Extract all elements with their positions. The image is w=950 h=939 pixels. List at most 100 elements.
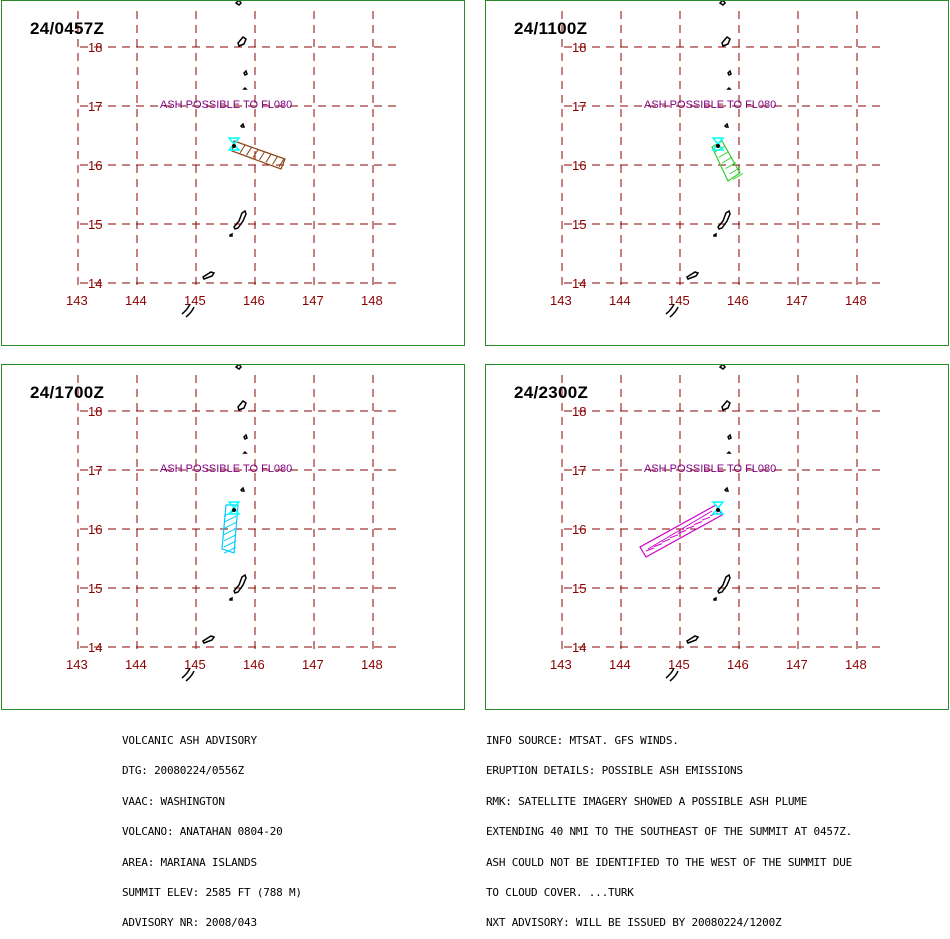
island-outline <box>717 209 731 230</box>
lat-label: 15 <box>88 581 102 596</box>
island-outline <box>202 271 216 280</box>
plume-hatch <box>677 529 687 534</box>
ash-possible-label: ASH POSSIBLE TO FL080 <box>160 463 292 475</box>
island-outline <box>727 69 732 77</box>
volcano-marker <box>227 501 241 515</box>
lon-label: 147 <box>786 657 808 672</box>
lon-labels: 143 144 145 146 147 148 <box>66 293 383 308</box>
volcano-island <box>232 508 236 512</box>
plume-hatch <box>223 540 237 548</box>
island-outline <box>718 365 726 370</box>
island-outline <box>181 303 195 318</box>
volcano-marker <box>711 501 725 515</box>
lon-label: 146 <box>727 293 749 308</box>
lon-label: 143 <box>66 293 88 308</box>
plume-hatch <box>246 147 252 156</box>
lat-label: 17 <box>88 463 102 478</box>
lon-label: 148 <box>845 293 867 308</box>
plume-hatch <box>685 525 695 530</box>
map-panel-2300z: 18 17 16 15 14 143 144 145 146 147 148 ASH POSSIBLE… <box>485 364 949 710</box>
island-outline <box>239 486 246 492</box>
advisory-line: RMK: SATELLITE IMAGERY SHOWED A POSSIBLE… <box>486 794 808 808</box>
advisory-right: INFO SOURCE: MTSAT. GFS WINDS. ERUPTION … <box>486 716 852 939</box>
plume-hatch <box>645 547 655 552</box>
island-outline <box>713 596 717 601</box>
island-outline <box>239 122 246 128</box>
advisory-line: INFO SOURCE: MTSAT. GFS WINDS. <box>486 734 679 747</box>
plume-hatch <box>223 515 237 523</box>
plume-hatch <box>252 149 259 158</box>
plume-hatch <box>725 162 737 169</box>
plume-hatch <box>223 528 237 536</box>
advisory-line: VAAC: WASHINGTON <box>122 794 225 808</box>
panel-time: 24/1100Z <box>514 19 588 38</box>
advisory-line: ERUPTION DETAILS: POSSIBLE ASH EMISSIONS <box>486 764 743 778</box>
map-panel-0457z: 18 17 16 15 14 143 144 145 146 147 148 ASH POSSIBLE… <box>1 0 465 346</box>
ash-possible-label: ASH POSSIBLE TO FL080 <box>644 463 776 475</box>
island-outline <box>242 450 248 454</box>
lon-label: 145 <box>184 293 206 308</box>
lat-labels: 18 17 16 15 14 <box>88 404 102 655</box>
plume-hatch <box>259 151 265 161</box>
island-outline <box>243 433 248 441</box>
lat-labels: 18 17 16 15 14 <box>572 40 586 291</box>
volcano-island <box>716 508 720 512</box>
island-outline <box>726 450 732 454</box>
plume-hatch <box>701 516 711 521</box>
islands <box>665 365 732 682</box>
lat-label: 17 <box>572 463 586 478</box>
island-outline <box>721 36 731 47</box>
advisory-line: VOLCANO: ANATAHAN 0804-20 <box>122 825 283 839</box>
volcano-island <box>232 144 236 148</box>
lon-label: 146 <box>727 657 749 672</box>
lat-label: 18 <box>88 40 102 55</box>
island-outline <box>181 667 195 682</box>
lat-label: 16 <box>572 522 586 537</box>
lon-label: 143 <box>550 657 572 672</box>
lat-label: 17 <box>572 99 586 114</box>
island-outline <box>721 400 731 411</box>
lat-label: 18 <box>88 404 102 419</box>
lon-label: 147 <box>302 657 324 672</box>
lat-label: 18 <box>572 404 586 419</box>
grid <box>561 11 883 289</box>
lat-label: 16 <box>572 158 586 173</box>
advisory-line: ADVISORY NR: 2008/043 <box>122 916 257 930</box>
plume-outline <box>221 504 239 554</box>
lat-label: 16 <box>88 522 102 537</box>
plume-hatch <box>669 534 679 539</box>
island-outline <box>665 667 679 682</box>
volcano-island <box>716 144 720 148</box>
advisory-line: EXTENDING 40 NMI TO THE SOUTHEAST OF THE… <box>486 825 853 839</box>
island-outline <box>686 271 700 280</box>
island-outline <box>686 635 700 644</box>
lon-label: 144 <box>125 657 147 672</box>
lat-label: 18 <box>572 40 586 55</box>
island-outline <box>242 86 248 90</box>
islands <box>181 365 248 682</box>
plume-hatch <box>223 521 237 529</box>
lon-label: 144 <box>609 657 631 672</box>
lon-label: 147 <box>302 293 324 308</box>
lon-label: 148 <box>361 657 383 672</box>
plume-hatch <box>729 167 740 175</box>
plume-hatch <box>272 156 278 165</box>
lon-label: 144 <box>125 293 147 308</box>
plume-hatch <box>661 538 671 543</box>
map-panel-1700z: 18 17 16 15 14 143 144 145 146 147 148 ASH POSSIBLE… <box>1 364 465 710</box>
island-outline <box>717 573 731 594</box>
volcano-marker <box>227 137 241 151</box>
island-outline <box>723 122 730 128</box>
lon-label: 147 <box>786 293 808 308</box>
plume-hatch <box>714 145 726 153</box>
advisory-line: ASH COULD NOT BE IDENTIFIED TO THE WEST … <box>486 855 853 869</box>
lon-label: 143 <box>550 293 572 308</box>
grid <box>77 11 399 289</box>
plume-outline <box>639 504 723 558</box>
panel-time: 24/2300Z <box>514 383 589 402</box>
lon-label: 145 <box>184 657 206 672</box>
